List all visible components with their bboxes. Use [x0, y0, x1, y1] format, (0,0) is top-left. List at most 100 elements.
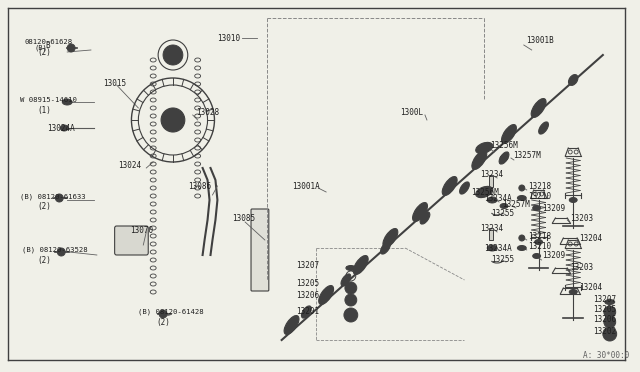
Ellipse shape [502, 125, 516, 144]
Text: (2): (2) [38, 256, 51, 264]
Text: 13256M: 13256M [472, 187, 499, 196]
FancyBboxPatch shape [251, 209, 269, 291]
Text: (B) 08120-63528: (B) 08120-63528 [22, 247, 88, 253]
Circle shape [161, 108, 185, 132]
Text: 13201: 13201 [296, 308, 319, 317]
Text: 13206: 13206 [593, 315, 616, 324]
Text: 13070: 13070 [131, 225, 154, 234]
Text: (2): (2) [38, 202, 51, 211]
Text: 13086: 13086 [188, 182, 211, 190]
Circle shape [345, 282, 356, 294]
Text: 13210: 13210 [528, 192, 551, 201]
Text: 13205: 13205 [296, 279, 319, 289]
Text: 13234: 13234 [480, 224, 504, 232]
Ellipse shape [500, 155, 508, 160]
Text: 13085: 13085 [232, 214, 255, 222]
Text: 13234: 13234 [480, 170, 504, 179]
Text: (B) 08120-61428: (B) 08120-61428 [138, 309, 204, 315]
Ellipse shape [67, 44, 75, 52]
Text: (2): (2) [156, 317, 170, 327]
Text: 1300L: 1300L [400, 108, 424, 116]
Text: 13255: 13255 [491, 208, 515, 218]
Ellipse shape [476, 186, 493, 198]
Text: 08120-61628: 08120-61628 [25, 39, 73, 45]
Ellipse shape [532, 253, 541, 259]
Text: 13028: 13028 [196, 108, 219, 116]
Text: (2): (2) [38, 48, 51, 57]
Text: 13218: 13218 [528, 182, 551, 190]
Text: (B) 08120-61633: (B) 08120-61633 [20, 194, 85, 200]
Ellipse shape [499, 152, 509, 164]
Text: 13209: 13209 [543, 251, 566, 260]
Ellipse shape [159, 310, 167, 318]
Text: 13001B: 13001B [526, 35, 554, 45]
Circle shape [519, 235, 525, 241]
Text: 13204: 13204 [579, 234, 602, 243]
Bar [489, 175, 493, 187]
Text: 13218: 13218 [528, 231, 551, 241]
Text: B: B [45, 41, 50, 49]
Ellipse shape [500, 203, 508, 208]
Ellipse shape [569, 198, 577, 202]
Circle shape [604, 306, 616, 318]
Ellipse shape [539, 122, 548, 134]
Text: 13205: 13205 [593, 305, 616, 314]
Text: 13001A: 13001A [292, 182, 320, 190]
Text: 13257M: 13257M [502, 199, 530, 208]
Ellipse shape [346, 266, 356, 270]
Text: 13206: 13206 [296, 292, 319, 301]
Ellipse shape [531, 99, 546, 118]
Circle shape [163, 45, 183, 65]
Text: (B): (B) [35, 45, 47, 51]
Text: 13024: 13024 [118, 160, 141, 170]
Ellipse shape [517, 196, 526, 201]
Ellipse shape [460, 182, 469, 194]
Text: 13203: 13203 [570, 214, 593, 222]
Ellipse shape [62, 99, 72, 105]
Ellipse shape [568, 74, 578, 86]
Circle shape [344, 308, 358, 322]
Ellipse shape [487, 197, 497, 203]
Ellipse shape [55, 194, 63, 202]
Ellipse shape [569, 289, 577, 295]
Ellipse shape [383, 228, 398, 247]
Ellipse shape [420, 212, 430, 224]
Text: 13234A: 13234A [484, 193, 512, 202]
Ellipse shape [487, 245, 497, 251]
Ellipse shape [319, 286, 333, 304]
Ellipse shape [534, 240, 543, 244]
Ellipse shape [353, 256, 368, 275]
Ellipse shape [413, 202, 428, 221]
Text: 13210: 13210 [528, 241, 551, 250]
Text: 13257M: 13257M [513, 151, 541, 160]
Ellipse shape [58, 248, 65, 256]
Text: 13204: 13204 [579, 283, 602, 292]
Text: 13207: 13207 [296, 260, 319, 269]
Ellipse shape [442, 177, 457, 195]
FancyBboxPatch shape [115, 226, 148, 255]
Text: 13256M: 13256M [490, 141, 518, 150]
Ellipse shape [301, 306, 311, 318]
Ellipse shape [605, 299, 614, 305]
Text: 13015: 13015 [103, 78, 126, 87]
Circle shape [604, 316, 616, 328]
Ellipse shape [60, 125, 68, 131]
Ellipse shape [517, 246, 526, 250]
Ellipse shape [532, 205, 541, 211]
Ellipse shape [472, 151, 487, 170]
Text: 13209: 13209 [543, 203, 566, 212]
Text: 13255: 13255 [491, 256, 515, 264]
Ellipse shape [341, 274, 351, 286]
Text: A: 30*00:0: A: 30*00:0 [583, 350, 629, 359]
Ellipse shape [284, 315, 299, 334]
Bar [489, 228, 493, 240]
Text: 13234A: 13234A [484, 244, 512, 253]
Text: 13024A: 13024A [47, 124, 75, 132]
Text: (1): (1) [38, 106, 51, 115]
Circle shape [603, 327, 617, 341]
Ellipse shape [476, 142, 493, 154]
Text: W 08915-14610: W 08915-14610 [20, 97, 77, 103]
Circle shape [519, 185, 525, 191]
Text: 13202: 13202 [593, 327, 616, 337]
Text: 13203: 13203 [570, 263, 593, 273]
